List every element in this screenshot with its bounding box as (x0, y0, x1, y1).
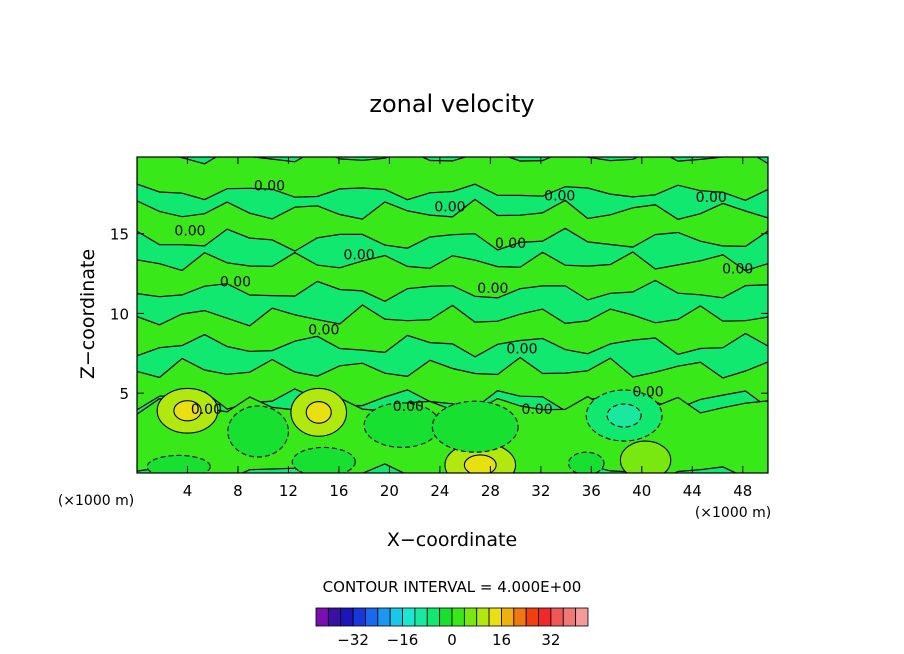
colorbar-swatch-16 (513, 607, 527, 627)
colorbar-tick-label-2: 0 (447, 631, 457, 649)
contour-label-10: 0.00 (308, 322, 339, 338)
contour-label-15: 0.00 (521, 402, 552, 418)
colorbar-swatch-15 (501, 607, 515, 627)
x-tick-label-10: 44 (683, 482, 702, 500)
colorbar-swatch-11 (451, 607, 465, 627)
contour-region-8 (291, 446, 356, 473)
contour-region-10 (568, 451, 605, 473)
contour-label-14: 0.00 (393, 399, 424, 415)
contour-region-6 (431, 400, 519, 453)
contour-label-6: 0.00 (344, 247, 375, 263)
contour-region-core-0 (173, 400, 202, 422)
x-tick-label-9: 40 (632, 482, 651, 500)
contour-label-4: 0.00 (174, 223, 205, 239)
contour-label-3: 0.00 (434, 199, 465, 215)
contour-label-5: 0.00 (495, 236, 526, 252)
x-unit-right: (×1000 m) (695, 505, 771, 521)
contour-region-core-2 (463, 454, 497, 473)
contour-band-2 (137, 251, 768, 302)
contour-region-9 (146, 454, 211, 473)
x-unit-left: (×1000 m) (58, 493, 134, 509)
colorbar-tick-label-3: 16 (492, 631, 511, 649)
colorbar-swatch-9 (426, 607, 441, 627)
y-tick-label-0: 5 (119, 385, 129, 403)
x-tick-label-8: 36 (582, 482, 601, 500)
colorbar-swatch-6 (389, 607, 403, 627)
colorbar-swatch-12 (463, 607, 478, 627)
contour-label-0: 0.00 (254, 179, 285, 195)
x-axis-label: X−coordinate (387, 529, 517, 551)
colorbar-swatch-1 (327, 607, 342, 627)
contour-field (137, 157, 768, 473)
colorbar-swatch-19 (550, 607, 564, 627)
contour-label-12: 0.00 (633, 385, 664, 401)
x-axis-ticks: 4 8 12 16 20 24 28 32 36 40 44 48 (183, 157, 752, 500)
x-tick-label-11: 48 (733, 482, 752, 500)
colorbar-swatch-17 (525, 607, 539, 627)
contour-label-11: 0.00 (506, 342, 537, 358)
colorbar-swatch-13 (476, 607, 490, 627)
plot-frame (136, 156, 769, 474)
contour-label-9: 0.00 (477, 281, 508, 297)
contour-band-3 (137, 304, 768, 358)
contour-label-7: 0.00 (722, 262, 753, 278)
contour-label-8: 0.00 (220, 274, 251, 290)
x-tick-label-2: 12 (279, 482, 298, 500)
x-tick-label-3: 16 (329, 482, 348, 500)
y-tick-label-1: 10 (110, 305, 129, 323)
contour-region-4 (227, 405, 290, 458)
colorbar-swatch-18 (538, 607, 552, 627)
colorbar-swatch-0 (315, 607, 329, 627)
colorbar-swatch-4 (365, 607, 379, 627)
colorbar-swatch-3 (352, 607, 366, 627)
colorbar-swatch-7 (402, 607, 416, 627)
colorbar-tick-label-0: −32 (337, 631, 369, 649)
x-tick-label-4: 20 (380, 482, 399, 500)
contour-region-core-1 (305, 401, 332, 424)
colorbar-swatch-14 (488, 607, 502, 627)
colorbar-swatch-5 (377, 607, 391, 627)
y-axis-label: Z−coordinate (77, 249, 99, 379)
colorbar: −32 −16 0 16 32 (315, 607, 589, 649)
colorbar-swatch-20 (562, 607, 577, 627)
colorbar-swatch-21 (575, 607, 589, 627)
colorbar-swatch-8 (414, 607, 428, 627)
x-tick-label-5: 24 (430, 482, 449, 500)
contour-interval-text: CONTOUR INTERVAL = 4.000E+00 (323, 578, 582, 596)
contour-region-core-7 (606, 403, 642, 428)
contour-band-0 (137, 157, 768, 201)
contour-region-3 (619, 440, 672, 473)
y-tick-label-2: 15 (110, 226, 129, 244)
colorbar-tick-label-4: 32 (541, 631, 560, 649)
contour-label-13: 0.00 (191, 402, 222, 418)
x-tick-label-6: 28 (481, 482, 500, 500)
colorbar-tick-label-1: −16 (387, 631, 419, 649)
contour-band-1 (137, 198, 768, 252)
y-axis-ticks: 5 10 15 (110, 226, 768, 403)
contour-labels: 0.00 0.00 0.00 0.00 0.00 0.00 0.00 0.00 0.00 0.00… (174, 179, 753, 418)
contour-label-1: 0.00 (544, 188, 575, 204)
x-tick-label-1: 8 (233, 482, 243, 500)
colorbar-swatch-2 (340, 607, 354, 627)
colorbar-swatch-10 (439, 607, 453, 627)
x-tick-label-0: 4 (183, 482, 193, 500)
contour-label-2: 0.00 (696, 190, 727, 206)
x-tick-label-7: 32 (531, 482, 550, 500)
chart-title: zonal velocity (369, 90, 534, 118)
